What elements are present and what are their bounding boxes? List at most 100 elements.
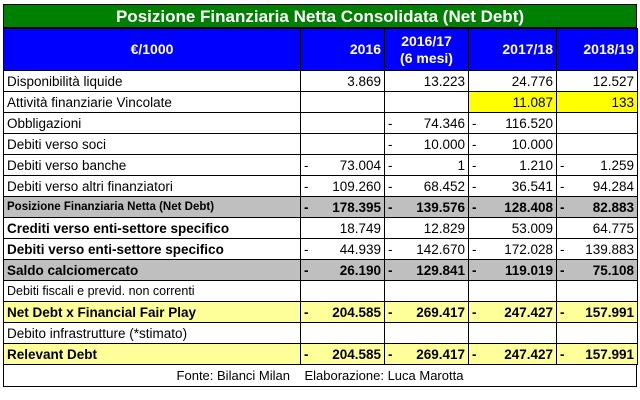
- cell-sign: -: [560, 157, 565, 173]
- table-row: Debiti verso banche -73.004 -1 -1.210 -1…: [3, 154, 638, 176]
- cell-value: 157.991: [585, 346, 634, 362]
- row-label: Obbligazioni: [3, 112, 301, 134]
- cell-value: 10.000: [423, 136, 465, 152]
- cell-sign: -: [388, 262, 393, 278]
- cell-value: 1.259: [600, 157, 634, 173]
- row-label: Relevant Debt: [3, 343, 301, 365]
- cell-value: 82.883: [592, 199, 634, 215]
- row-label: Attività finanziarie Vincolate: [3, 91, 301, 113]
- relevant-debt-row: Relevant Debt -204.585 -269.417 -247.427…: [3, 343, 638, 365]
- cell-sign: -: [304, 178, 309, 194]
- cell-value: 12.527: [592, 73, 634, 89]
- cell-sign: -: [388, 304, 393, 320]
- cell-sign: -: [472, 157, 477, 173]
- cell-sign: -: [304, 346, 309, 362]
- row-label: Net Debt x Financial Fair Play: [3, 301, 301, 323]
- cell-value: 12.829: [423, 220, 465, 236]
- cell-value: 44.939: [339, 241, 381, 257]
- cell-sign: -: [388, 136, 393, 152]
- row-label: Debiti fiscali e previd. non correnti: [3, 280, 301, 302]
- header-2016-17-line1: 2016/17: [401, 32, 452, 49]
- net-debt-table-container: Posizione Finanziaria Netta Consolidata …: [3, 4, 638, 387]
- cell-sign: -: [304, 199, 309, 215]
- cell-sign: -: [560, 178, 565, 194]
- table-title: Posizione Finanziaria Netta Consolidata …: [3, 4, 637, 28]
- cell-value: 129.841: [416, 262, 465, 278]
- cell-value: 68.452: [423, 178, 465, 194]
- cell-sign: -: [560, 304, 565, 320]
- cell-value: 204.585: [332, 346, 381, 362]
- cell-sign: -: [472, 199, 477, 215]
- header-2017-18: 2017/18: [468, 28, 557, 71]
- cell-value: 75.108: [592, 262, 634, 278]
- row-label: Debiti verso enti-settore specifico: [3, 238, 301, 260]
- row-label: Disponibilità liquide: [3, 70, 301, 92]
- row-label: Debiti verso altri finanziatori: [3, 175, 301, 197]
- cell-value: 24.776: [511, 73, 553, 89]
- table-row: Debiti verso altri finanziatori -109.260…: [3, 175, 638, 197]
- cell-value: 269.417: [416, 304, 465, 320]
- header-2016: 2016: [300, 28, 385, 71]
- table-row: Crediti verso enti-settore specifico 18.…: [3, 217, 638, 239]
- net-debt-ffp-row: Net Debt x Financial Fair Play -204.585 …: [3, 301, 638, 323]
- cell-value: 53.009: [511, 220, 553, 236]
- cell-value: 36.541: [511, 178, 553, 194]
- row-label: Debiti verso banche: [3, 154, 301, 176]
- table-row: Attività finanziarie Vincolate 11.087 13…: [3, 91, 638, 113]
- cell-sign: -: [560, 262, 565, 278]
- cell-value: 204.585: [332, 304, 381, 320]
- row-label: Posizione Finanziaria Netta (Net Debt): [3, 196, 301, 218]
- cell-sign: -: [388, 178, 393, 194]
- cell-sign: -: [472, 136, 477, 152]
- cell-sign: -: [388, 199, 393, 215]
- cell-value: 26.190: [339, 262, 381, 278]
- cell-value: 269.417: [416, 346, 465, 362]
- header-unit: €/1000: [3, 28, 301, 71]
- footer-elaboration: Elaborazione: Luca Marotta: [304, 368, 464, 383]
- cell-value: 1: [457, 157, 465, 173]
- cell-sign: -: [388, 241, 393, 257]
- cell-sign: -: [304, 157, 309, 173]
- table-row: Obbligazioni -74.346 -116.520: [3, 112, 638, 134]
- cell-sign: -: [560, 346, 565, 362]
- cell-value: 178.395: [332, 199, 381, 215]
- footer-source: Fonte: Bilanci Milan: [176, 368, 290, 383]
- cell-sign: -: [388, 346, 393, 362]
- cell-value: 247.427: [504, 304, 553, 320]
- table-row: Debiti verso enti-settore specifico -44.…: [3, 238, 638, 260]
- cell-sign: -: [560, 241, 565, 257]
- cell-sign: -: [388, 157, 393, 173]
- table-footer: Fonte: Bilanci Milan Elaborazione: Luca …: [3, 365, 637, 387]
- cell-value: 94.284: [592, 178, 634, 194]
- cell-value: 116.520: [505, 115, 553, 131]
- cell-value: 1.210: [519, 157, 553, 173]
- cell-sign: -: [560, 199, 565, 215]
- header-2016-17-line2: (6 mesi): [400, 49, 453, 66]
- cell-sign: -: [304, 262, 309, 278]
- cell-value: 142.670: [416, 241, 465, 257]
- cell-value: 139.576: [416, 199, 465, 215]
- cell-sign: -: [472, 346, 477, 362]
- cell-sign: -: [304, 241, 309, 257]
- net-debt-row: Posizione Finanziaria Netta (Net Debt) -…: [3, 196, 638, 218]
- net-debt-table: €/1000 2016 2016/17 (6 mesi) 2017/18 201…: [3, 28, 638, 365]
- cell-sign: -: [388, 115, 393, 131]
- table-row: Disponibilità liquide 3.869 13.223 24.77…: [3, 70, 638, 92]
- cell-value: 172.028: [504, 241, 553, 257]
- header-row: €/1000 2016 2016/17 (6 mesi) 2017/18 201…: [3, 28, 638, 71]
- cell-value: 119.019: [504, 262, 553, 278]
- header-2016-17: 2016/17 (6 mesi): [384, 28, 469, 71]
- cell-value: 74.346: [423, 115, 465, 131]
- cell-sign: -: [472, 241, 477, 257]
- cell-value: 10.000: [511, 136, 553, 152]
- cell-value: 247.427: [504, 346, 553, 362]
- row-label: Crediti verso enti-settore specifico: [3, 217, 301, 239]
- cell-value: 73.004: [339, 157, 381, 173]
- header-2018-19: 2018/19: [556, 28, 638, 71]
- table-row: Debito infrastrutture (*stimato): [3, 322, 638, 344]
- row-label: Debito infrastrutture (*stimato): [3, 322, 301, 344]
- cell-value: 11.087: [512, 94, 553, 110]
- cell-value: 13.223: [423, 73, 465, 89]
- cell-sign: -: [472, 178, 477, 194]
- row-label: Saldo calciomercato: [3, 259, 301, 281]
